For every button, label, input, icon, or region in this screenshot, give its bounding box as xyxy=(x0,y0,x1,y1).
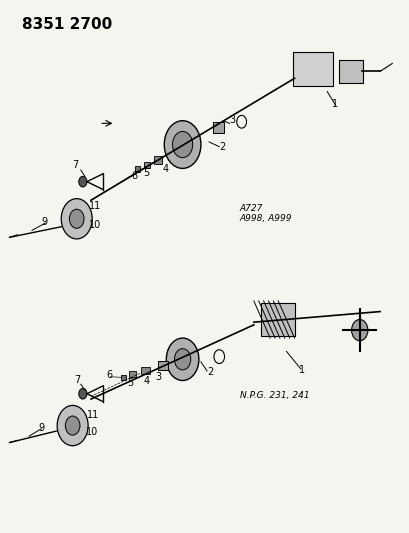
Circle shape xyxy=(164,120,200,168)
FancyBboxPatch shape xyxy=(157,361,167,370)
Circle shape xyxy=(79,389,87,399)
Text: 7: 7 xyxy=(74,375,80,385)
FancyBboxPatch shape xyxy=(153,156,162,164)
Text: 6: 6 xyxy=(130,171,137,181)
Text: 3: 3 xyxy=(155,373,161,383)
Text: 9: 9 xyxy=(38,423,44,433)
FancyBboxPatch shape xyxy=(143,161,150,168)
Text: 1: 1 xyxy=(298,365,304,375)
FancyBboxPatch shape xyxy=(338,60,362,83)
FancyBboxPatch shape xyxy=(141,367,149,374)
Text: 5: 5 xyxy=(126,378,133,388)
FancyBboxPatch shape xyxy=(121,375,126,380)
Circle shape xyxy=(61,199,92,239)
FancyBboxPatch shape xyxy=(135,166,140,172)
Text: N.P.G. 231, 241: N.P.G. 231, 241 xyxy=(239,391,308,400)
FancyBboxPatch shape xyxy=(292,52,333,86)
Text: 4: 4 xyxy=(143,376,149,386)
Circle shape xyxy=(172,132,192,158)
Circle shape xyxy=(69,209,84,228)
Text: 10: 10 xyxy=(89,220,101,230)
Text: 11: 11 xyxy=(89,201,101,211)
Text: 1: 1 xyxy=(331,100,337,109)
Text: 2: 2 xyxy=(207,367,213,377)
Text: 11: 11 xyxy=(87,410,99,419)
Circle shape xyxy=(166,338,198,381)
Text: 5: 5 xyxy=(142,168,148,179)
Circle shape xyxy=(65,416,80,435)
Circle shape xyxy=(79,176,87,187)
Text: 3: 3 xyxy=(229,115,235,125)
Text: 2: 2 xyxy=(219,142,225,152)
Text: 7: 7 xyxy=(72,160,79,171)
FancyBboxPatch shape xyxy=(129,371,136,377)
Text: 4: 4 xyxy=(162,164,168,174)
FancyBboxPatch shape xyxy=(261,303,294,336)
Circle shape xyxy=(351,319,367,341)
Text: 8351 2700: 8351 2700 xyxy=(22,17,112,33)
FancyBboxPatch shape xyxy=(212,122,223,133)
Text: 9: 9 xyxy=(41,217,47,227)
Circle shape xyxy=(57,406,88,446)
Text: 6: 6 xyxy=(106,370,112,380)
Text: 10: 10 xyxy=(86,426,98,437)
Text: A727
A998, A999: A727 A998, A999 xyxy=(239,204,291,223)
Circle shape xyxy=(174,349,190,370)
